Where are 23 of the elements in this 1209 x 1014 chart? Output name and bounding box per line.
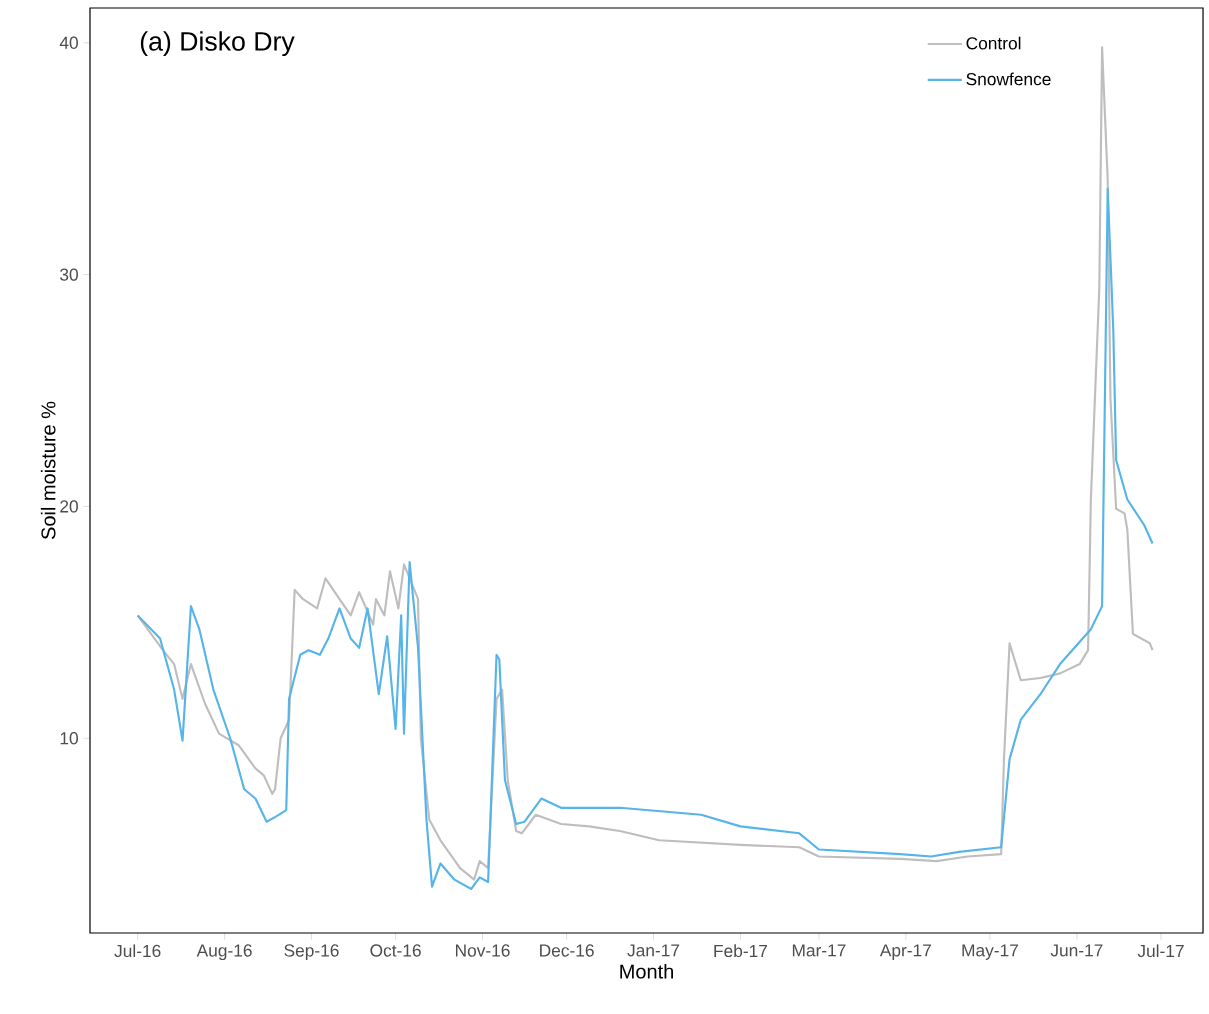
y-tick-label: 40 (59, 36, 78, 49)
y-axis-title: Soil moisture % (40, 401, 56, 540)
x-axis-title: Month (620, 963, 674, 979)
x-tick-label: May-17 (962, 944, 1018, 960)
x-tick-label: Jan-17 (627, 944, 680, 957)
x-tick-label: Nov-16 (455, 944, 510, 957)
x-tick-label: Dec-16 (540, 944, 594, 957)
x-tick-label: Sep-16 (284, 944, 339, 961)
x-tick-label: Feb-17 (714, 944, 768, 958)
y-tick-label: 20 (60, 500, 78, 513)
x-tick-label: Jul-16 (114, 944, 161, 958)
legend-label: Snowfence (966, 72, 1051, 86)
y-tick-label: 10 (60, 732, 78, 745)
line-series (136, 187, 1154, 891)
y-tick-label: 30 (60, 268, 78, 281)
x-tick-label: Aug-16 (196, 944, 252, 961)
text: (a) Disko Dry (140, 31, 295, 57)
x-tick-label: Apr-17 (879, 944, 931, 960)
x-tick-label: Jul-17 (1137, 944, 1184, 958)
x-tick-label: Mar-17 (792, 944, 846, 957)
legend-label: Control (966, 36, 1021, 50)
x-tick-label: Oct-16 (370, 944, 421, 957)
x-tick-label: Jun-17 (1050, 944, 1103, 957)
